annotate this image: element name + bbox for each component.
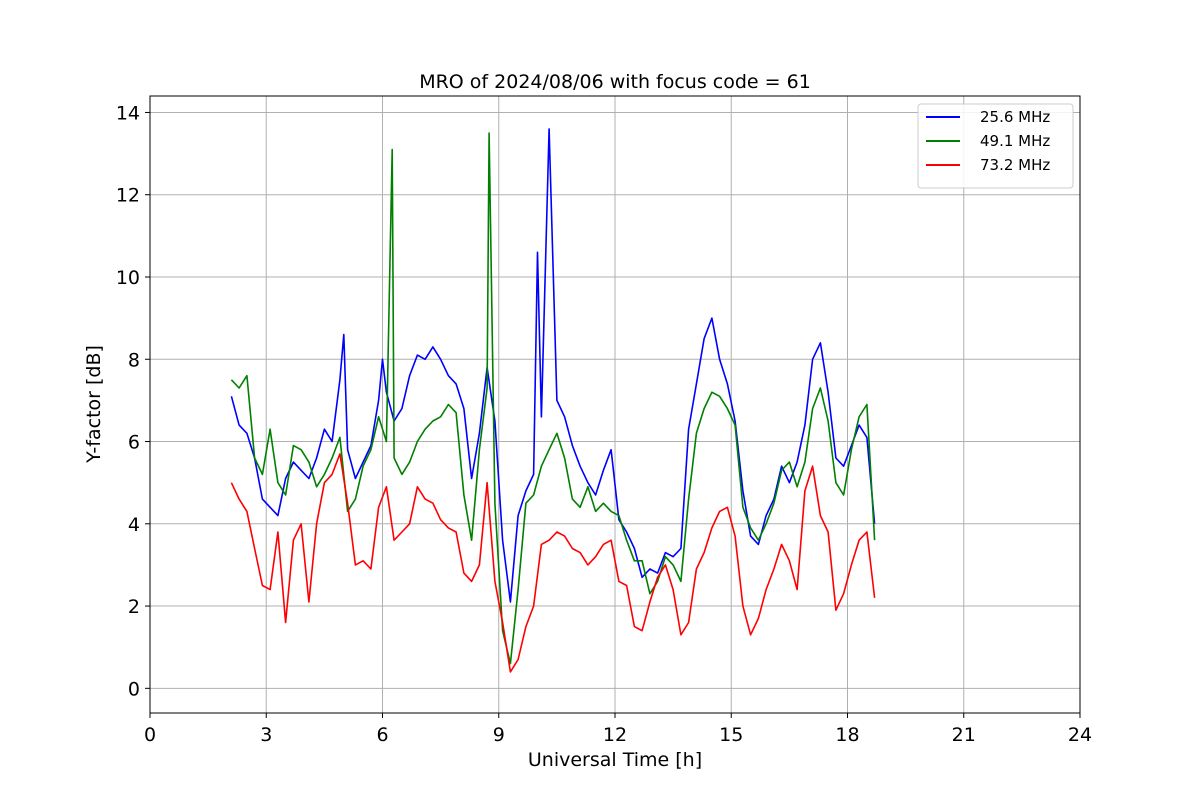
y-tick-label: 14 xyxy=(116,102,140,124)
series-layer xyxy=(230,128,876,673)
x-tick-label: 21 xyxy=(952,724,976,746)
legend-entry: 25.6 MHz xyxy=(980,108,1050,126)
y-tick-label: 4 xyxy=(128,514,140,536)
series-line-0 xyxy=(230,128,876,603)
chart-title: MRO of 2024/08/06 with focus code = 61 xyxy=(419,71,811,93)
y-tick-label: 6 xyxy=(128,432,140,454)
y-axis-label: Y-factor [dB] xyxy=(83,345,105,464)
x-tick-label: 6 xyxy=(376,724,388,746)
series-line-2 xyxy=(230,453,876,673)
y-tick-label: 0 xyxy=(128,678,140,700)
x-tick-label: 12 xyxy=(603,724,627,746)
x-tick-label: 3 xyxy=(260,724,272,746)
x-tick-label: 24 xyxy=(1068,724,1092,746)
y-tick-label: 10 xyxy=(116,267,140,289)
x-tick-label: 15 xyxy=(719,724,743,746)
x-axis-label: Universal Time [h] xyxy=(528,749,702,771)
x-tick-label: 9 xyxy=(493,724,505,746)
legend-entry: 49.1 MHz xyxy=(980,132,1050,150)
y-tick-label: 12 xyxy=(116,185,140,207)
x-tick-label: 0 xyxy=(144,724,156,746)
y-tick-label: 8 xyxy=(128,349,140,371)
legend-box xyxy=(917,103,1074,189)
series-line-1 xyxy=(230,132,876,665)
legend: 25.6 MHz 49.1 MHz 73.2 MHz xyxy=(917,103,1074,189)
legend-entry: 73.2 MHz xyxy=(980,156,1050,174)
y-tick-label: 2 xyxy=(128,596,140,618)
x-tick-label: 18 xyxy=(835,724,859,746)
